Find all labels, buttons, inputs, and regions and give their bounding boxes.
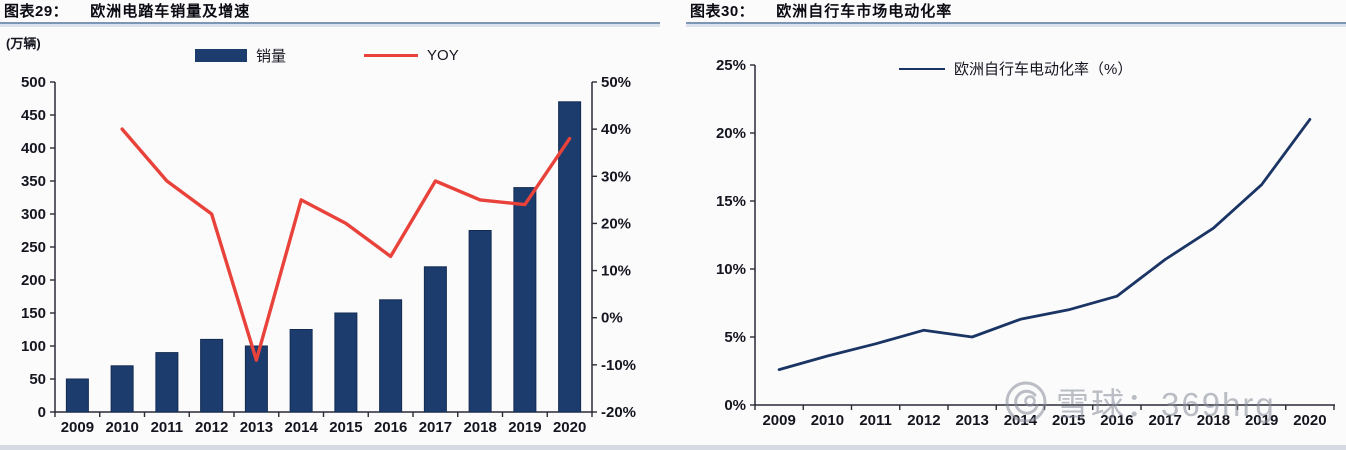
svg-text:2019: 2019: [508, 419, 541, 436]
svg-text:2015: 2015: [329, 419, 362, 436]
svg-text:10%: 10%: [601, 263, 631, 280]
legend-label: YOY: [427, 47, 459, 64]
svg-text:50: 50: [29, 371, 46, 388]
legend-item-sales: 销量: [195, 45, 286, 66]
legend-item-yoy: YOY: [364, 47, 459, 64]
legend: 销量 YOY: [195, 45, 459, 66]
svg-text:200: 200: [21, 272, 46, 289]
sales-bars: [65, 101, 582, 413]
svg-text:0%: 0%: [601, 310, 623, 327]
svg-text:2013: 2013: [240, 419, 273, 436]
svg-text:2011: 2011: [859, 412, 892, 429]
legend-label: 欧洲自行车电动化率（%）: [954, 61, 1133, 78]
chart-panel-ebike-sales: 图表29： 欧洲电踏车销量及增速 (万辆) 销量 YOY 500 450 400 35…: [0, 0, 660, 450]
svg-text:2019: 2019: [1245, 412, 1278, 429]
svg-text:2011: 2011: [151, 419, 184, 436]
svg-text:0%: 0%: [724, 397, 746, 414]
axis-unit-label: (万辆): [6, 36, 41, 51]
svg-text:5%: 5%: [724, 329, 746, 346]
chart-panel-electrification-rate: 图表30： 欧洲自行车市场电动化率 欧洲自行车电动化率（%） 25% 20% 15%…: [686, 0, 1346, 450]
page-bottom-border: [0, 445, 1346, 450]
chart-title-bar: 图表29： 欧洲电踏车销量及增速: [0, 0, 660, 24]
svg-text:450: 450: [21, 107, 46, 124]
svg-text:2017: 2017: [1148, 412, 1181, 429]
legend: 欧洲自行车电动化率（%）: [899, 58, 1132, 79]
svg-text:2013: 2013: [955, 412, 988, 429]
svg-text:300: 300: [21, 206, 46, 223]
bar-line-chart-canvas: 50045040035030025020015010050050%40%30%2…: [21, 74, 636, 436]
svg-text:2017: 2017: [419, 419, 452, 436]
svg-text:100: 100: [21, 338, 46, 355]
svg-text:25%: 25%: [716, 57, 746, 74]
svg-text:500: 500: [21, 74, 46, 91]
line-swatch-icon: [899, 67, 945, 70]
electrification-rate-line: [777, 118, 1312, 372]
chart-title: 欧洲电踏车销量及增速: [90, 3, 251, 20]
svg-text:2020: 2020: [553, 419, 586, 436]
yoy-line: [120, 127, 572, 362]
svg-text:20%: 20%: [716, 125, 746, 142]
chart-title-bar: 图表30： 欧洲自行车市场电动化率: [686, 0, 1346, 24]
svg-text:40%: 40%: [601, 121, 631, 138]
svg-text:250: 250: [21, 239, 46, 256]
chart-title: 欧洲自行车市场电动化率: [776, 3, 953, 20]
svg-text:30%: 30%: [601, 168, 631, 185]
figure-label: 图表29：: [4, 3, 69, 20]
svg-text:2020: 2020: [1293, 412, 1326, 429]
svg-text:2014: 2014: [284, 419, 318, 436]
svg-text:2016: 2016: [1100, 412, 1133, 429]
svg-text:0: 0: [38, 404, 46, 421]
svg-text:150: 150: [21, 305, 46, 322]
svg-text:20%: 20%: [601, 215, 631, 232]
svg-text:10%: 10%: [716, 261, 746, 278]
figure-label: 图表30：: [690, 3, 755, 20]
svg-text:2012: 2012: [907, 412, 940, 429]
svg-text:2018: 2018: [463, 419, 496, 436]
svg-text:2014: 2014: [1004, 412, 1038, 429]
legend-item-rate: 欧洲自行车电动化率（%）: [899, 58, 1132, 79]
svg-text:-20%: -20%: [601, 404, 636, 421]
line-swatch-icon: [364, 54, 419, 57]
svg-text:-10%: -10%: [601, 357, 636, 374]
svg-text:15%: 15%: [716, 193, 746, 210]
svg-text:2010: 2010: [105, 419, 138, 436]
svg-text:2010: 2010: [811, 412, 844, 429]
svg-text:2015: 2015: [1052, 412, 1085, 429]
bar-swatch-icon: [195, 49, 247, 62]
svg-text:2009: 2009: [61, 419, 94, 436]
svg-text:350: 350: [21, 173, 46, 190]
line-chart-canvas: 25% 20% 15% 10% 5% 0% 2009 2010 2011 2012 2013 2014…: [716, 57, 1335, 429]
svg-text:2012: 2012: [195, 419, 228, 436]
legend-label: 销量: [256, 48, 287, 65]
svg-text:2009: 2009: [762, 412, 795, 429]
x-axis-labels: 2009 2010 2011 2012 2013 2014 2015 2016 2017 2018…: [762, 412, 1326, 429]
svg-text:2016: 2016: [374, 419, 407, 436]
svg-text:2018: 2018: [1197, 412, 1230, 429]
svg-text:400: 400: [21, 140, 46, 157]
svg-text:50%: 50%: [601, 74, 631, 91]
x-axis-labels: 2009 2010 2011 2012 2013 2014 2015 2016 2017 2018…: [61, 419, 587, 436]
